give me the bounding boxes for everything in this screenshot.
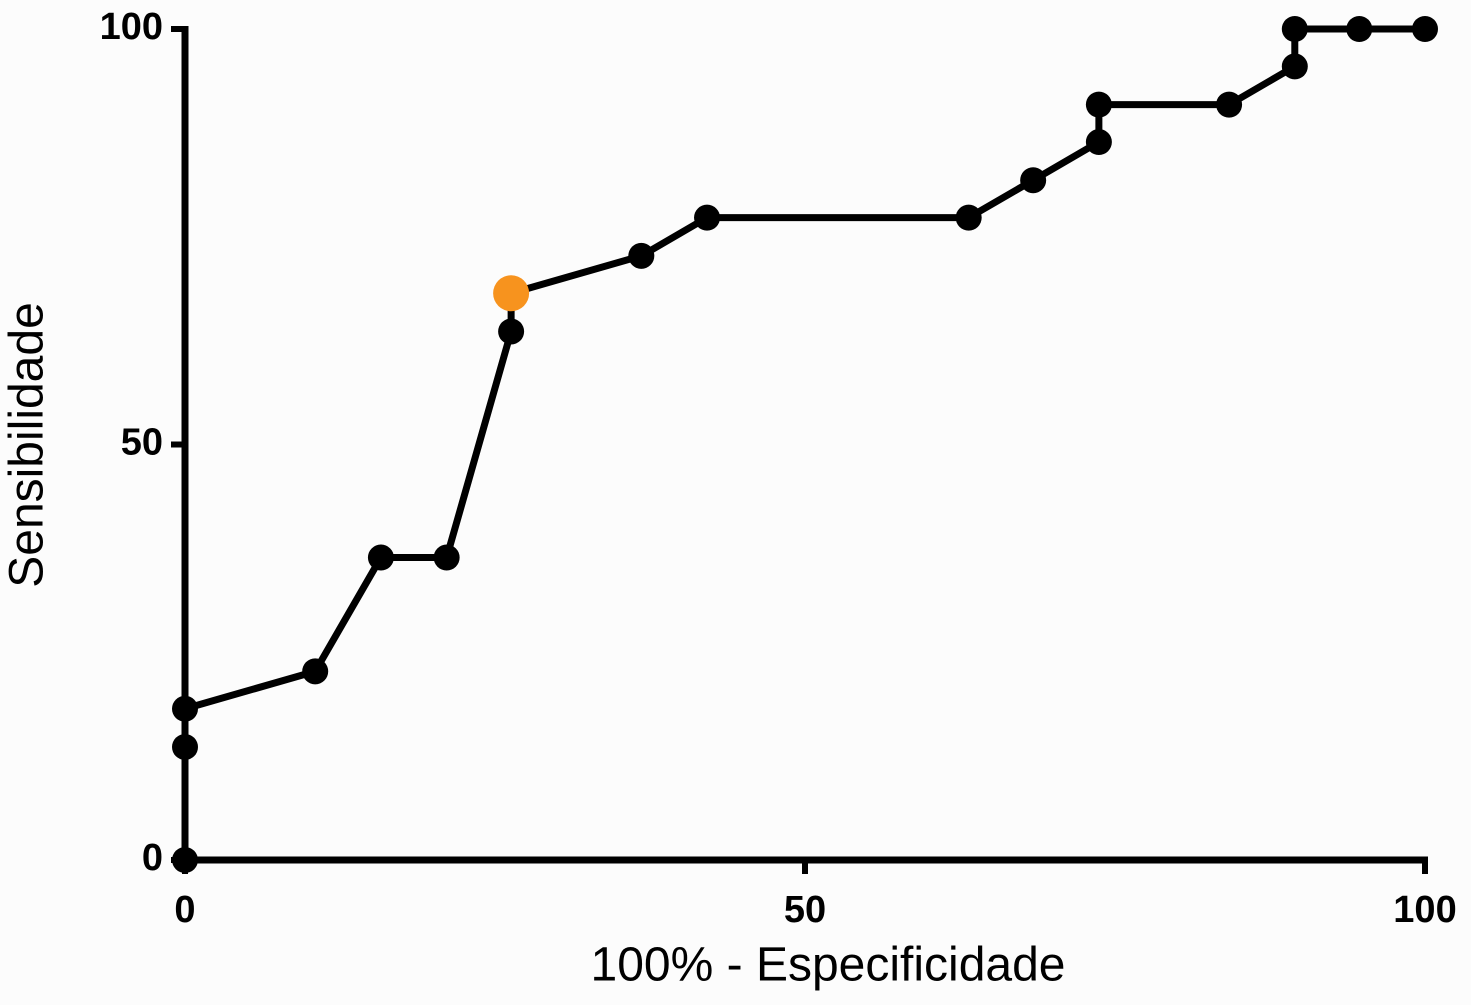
data-point bbox=[1020, 167, 1047, 194]
data-point bbox=[1412, 16, 1438, 42]
data-point bbox=[433, 544, 460, 571]
data-point bbox=[172, 847, 198, 873]
y-tick-label: 50 bbox=[121, 422, 163, 464]
data-point bbox=[1281, 16, 1308, 42]
x-tick-label: 100 bbox=[1393, 889, 1456, 931]
data-point bbox=[1085, 91, 1112, 118]
data-point bbox=[955, 204, 982, 231]
y-axis-title: Sensibilidade bbox=[1, 302, 54, 588]
data-point bbox=[1281, 53, 1308, 80]
x-tick-label: 0 bbox=[174, 889, 195, 931]
data-point bbox=[1085, 129, 1112, 156]
roc-line bbox=[181, 25, 1425, 860]
data-point bbox=[172, 695, 198, 722]
data-point bbox=[367, 544, 394, 571]
data-point bbox=[493, 275, 530, 312]
y-tick-label: 0 bbox=[142, 837, 163, 879]
y-tick-label: 100 bbox=[100, 6, 163, 48]
data-point bbox=[498, 318, 525, 345]
data-point bbox=[172, 733, 198, 760]
data-point bbox=[628, 242, 655, 269]
x-tick-label: 50 bbox=[784, 889, 826, 931]
data-point bbox=[1216, 91, 1243, 118]
data-point bbox=[302, 658, 329, 685]
x-axis-title: 100% - Especificidade bbox=[591, 939, 1066, 992]
data-point bbox=[1346, 16, 1373, 42]
data-point bbox=[694, 204, 721, 231]
